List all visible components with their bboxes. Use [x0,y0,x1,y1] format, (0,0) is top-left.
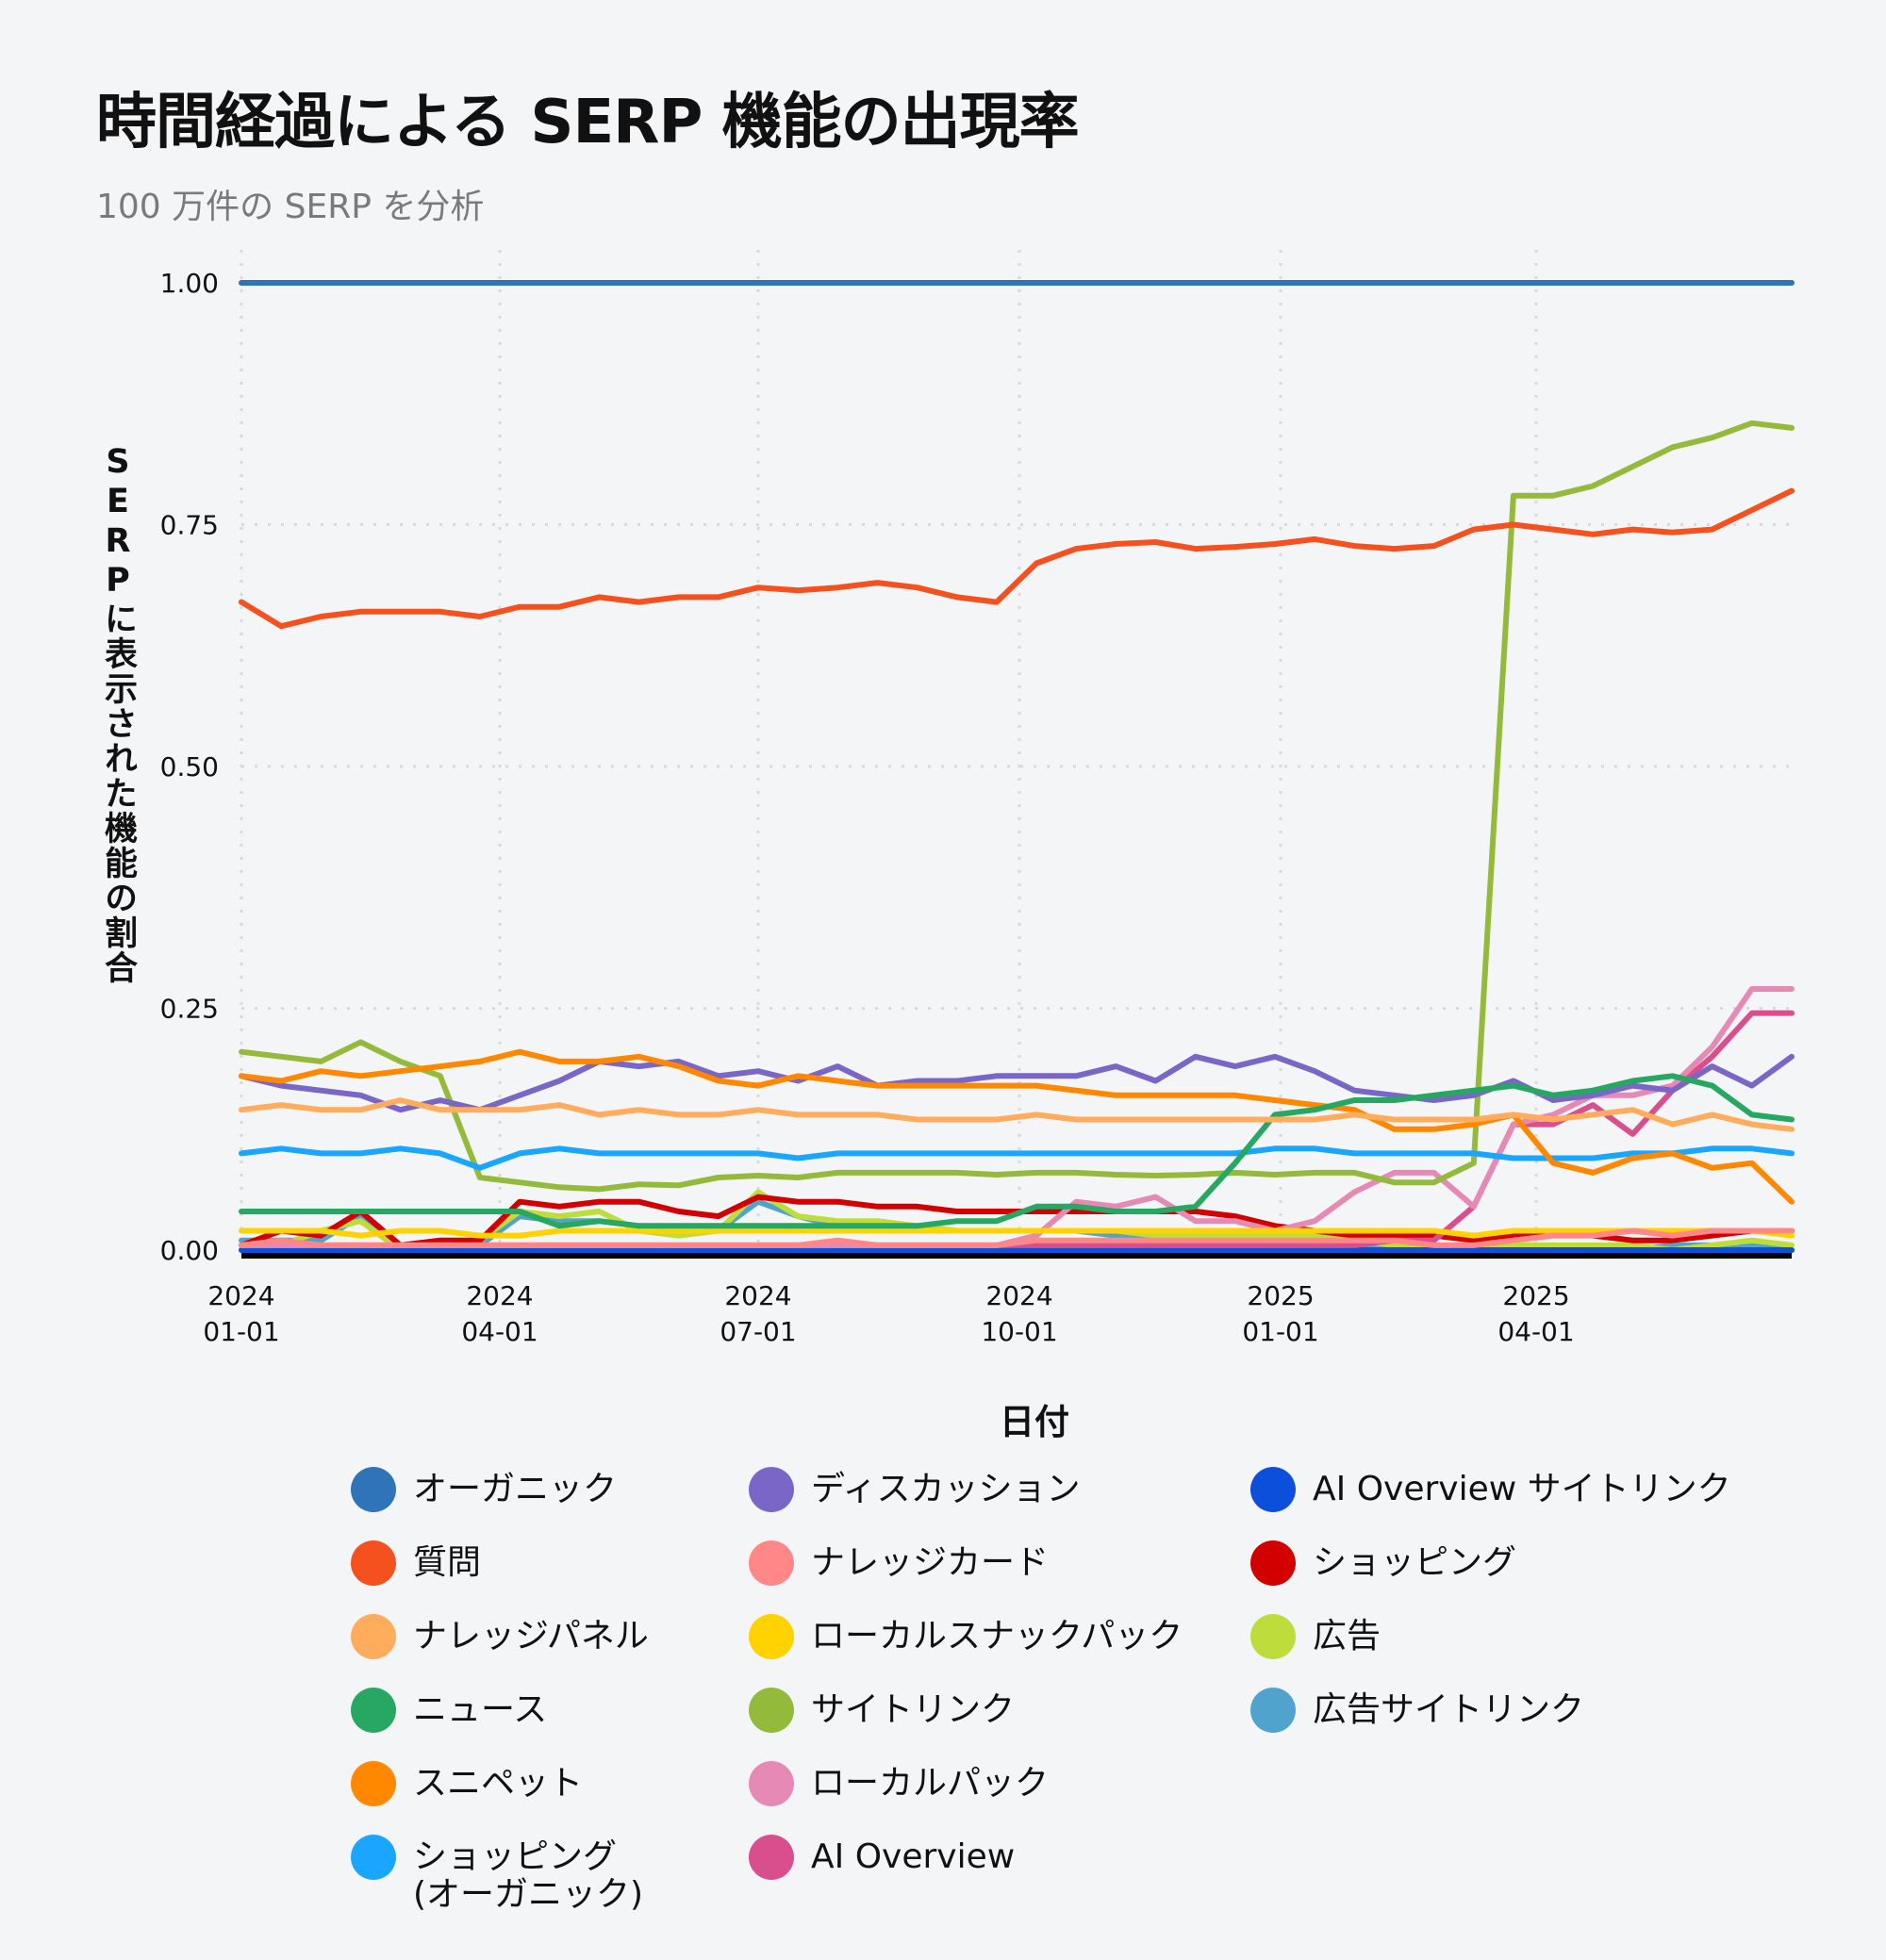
series-line-質問 [239,487,1795,630]
legend: オーガニック 質問ナレッジパネル ニューススニペットショッピング (オーガニック) デ… [351,1467,1778,1914]
legend-label: ディスカッション [811,1470,1081,1508]
x-tick-label-date: 01-01 [203,1316,279,1347]
series-line-ローカルスナックパック [239,1227,1795,1239]
y-tick-label: 1.00 [160,268,219,299]
series-line-ショッピング-(オーガニック) [239,1145,1795,1171]
legend-swatch-icon [1250,1688,1296,1733]
legend-item: ショッピング [1250,1540,1778,1618]
legend-swatch-icon [749,1540,794,1586]
series-lines [239,280,1795,1253]
chart-subtitle: 100 万件の SERP を分析 [96,188,485,226]
legend-label: 質問 [413,1543,482,1582]
legend-item: オーガニック [351,1467,749,1544]
series-line-サイトリンク [239,420,1795,1193]
x-tick-label-year: 2024 [985,1280,1052,1311]
legend-label: AI Overview [811,1837,1016,1876]
legend-swatch-icon [351,1835,396,1880]
y-axis-label: SERPに表示された機能の割合 [99,443,137,985]
legend-swatch-icon [351,1467,396,1512]
axes: 0.00 0.25 0.50 0.75 1.00 2024 01-01 2024 04-01 20… [160,268,1792,1347]
x-tick-label-date: 10-01 [981,1316,1057,1347]
legend-swatch-icon [1250,1614,1296,1659]
x-tick-label-year: 2024 [207,1280,274,1311]
legend-label: ローカルパック [811,1764,1050,1803]
legend-label: サイトリンク [811,1690,1016,1729]
legend-swatch-icon [749,1614,794,1659]
y-tick-label: 0.25 [160,994,219,1025]
legend-item: ローカルパック [749,1761,1250,1838]
legend-item: ニュース [351,1688,749,1765]
legend-swatch-icon [749,1467,794,1512]
x-tick-label-date: 04-01 [461,1316,538,1347]
legend-swatch-icon [1250,1540,1296,1586]
legend-label: 広告 [1313,1617,1381,1655]
x-tick-label-date: 04-01 [1497,1316,1574,1347]
legend-label: オーガニック [413,1470,618,1508]
legend-item: スニペット [351,1761,749,1838]
y-tick-label: 0.50 [160,751,219,782]
legend-label: ニュース [413,1690,548,1729]
x-tick-label-year: 2024 [466,1280,533,1311]
legend-item: サイトリンク [749,1688,1250,1765]
x-tick-label-date: 01-01 [1242,1316,1318,1347]
legend-label: 広告サイトリンク [1313,1690,1585,1729]
legend-swatch-icon [351,1614,396,1659]
series-line-ナレッジカード [239,1227,1795,1248]
legend-item: 質問 [351,1540,749,1618]
legend-label: ナレッジカード [811,1543,1050,1582]
legend-swatch-icon [1250,1467,1296,1512]
legend-label: ショッピング (オーガニック) [413,1837,644,1914]
legend-item: 広告 [1250,1614,1778,1691]
legend-swatch-icon [351,1688,396,1733]
legend-swatch-icon [749,1835,794,1880]
legend-item: ローカルスナックパック [749,1614,1250,1691]
legend-item: 広告サイトリンク [1250,1688,1778,1765]
y-tick-label: 0.75 [160,510,219,541]
x-tick-label-year: 2024 [724,1280,791,1311]
x-tick-label-date: 07-01 [720,1316,796,1347]
series-line-ナレッジパネル [239,1097,1795,1132]
legend-item: ディスカッション [749,1467,1250,1544]
legend-swatch-icon [351,1540,396,1586]
legend-swatch-icon [351,1761,396,1806]
legend-label: ショッピング [1313,1543,1517,1582]
chart-title: 時間経過による SERP 機能の出現率 [96,88,1080,157]
legend-swatch-icon [749,1761,794,1806]
legend-label: AI Overview サイトリンク [1313,1470,1731,1508]
legend-label: ナレッジパネル [413,1617,649,1655]
x-axis-label: 日付 [1000,1402,1069,1442]
legend-item: AI Overview サイトリンク [1250,1467,1778,1544]
legend-label: ローカルスナックパック [811,1617,1183,1655]
legend-item: ナレッジカード [749,1540,1250,1618]
x-tick-label-year: 2025 [1502,1280,1569,1311]
legend-swatch-icon [749,1688,794,1733]
series-line-スニペット [239,1048,1795,1205]
x-tick-label-year: 2025 [1247,1280,1314,1311]
y-tick-label: 0.00 [160,1235,219,1266]
legend-label: スニペット [413,1764,584,1803]
legend-item: AI Overview [749,1835,1250,1912]
legend-item: ショッピング (オーガニック) [351,1835,749,1914]
legend-item: ナレッジパネル [351,1614,749,1691]
series-line-ニュース [239,1073,1795,1229]
line-chart: 0.00 0.25 0.50 0.75 1.00 2024 01-01 2024 04-01 20… [160,250,1795,1347]
